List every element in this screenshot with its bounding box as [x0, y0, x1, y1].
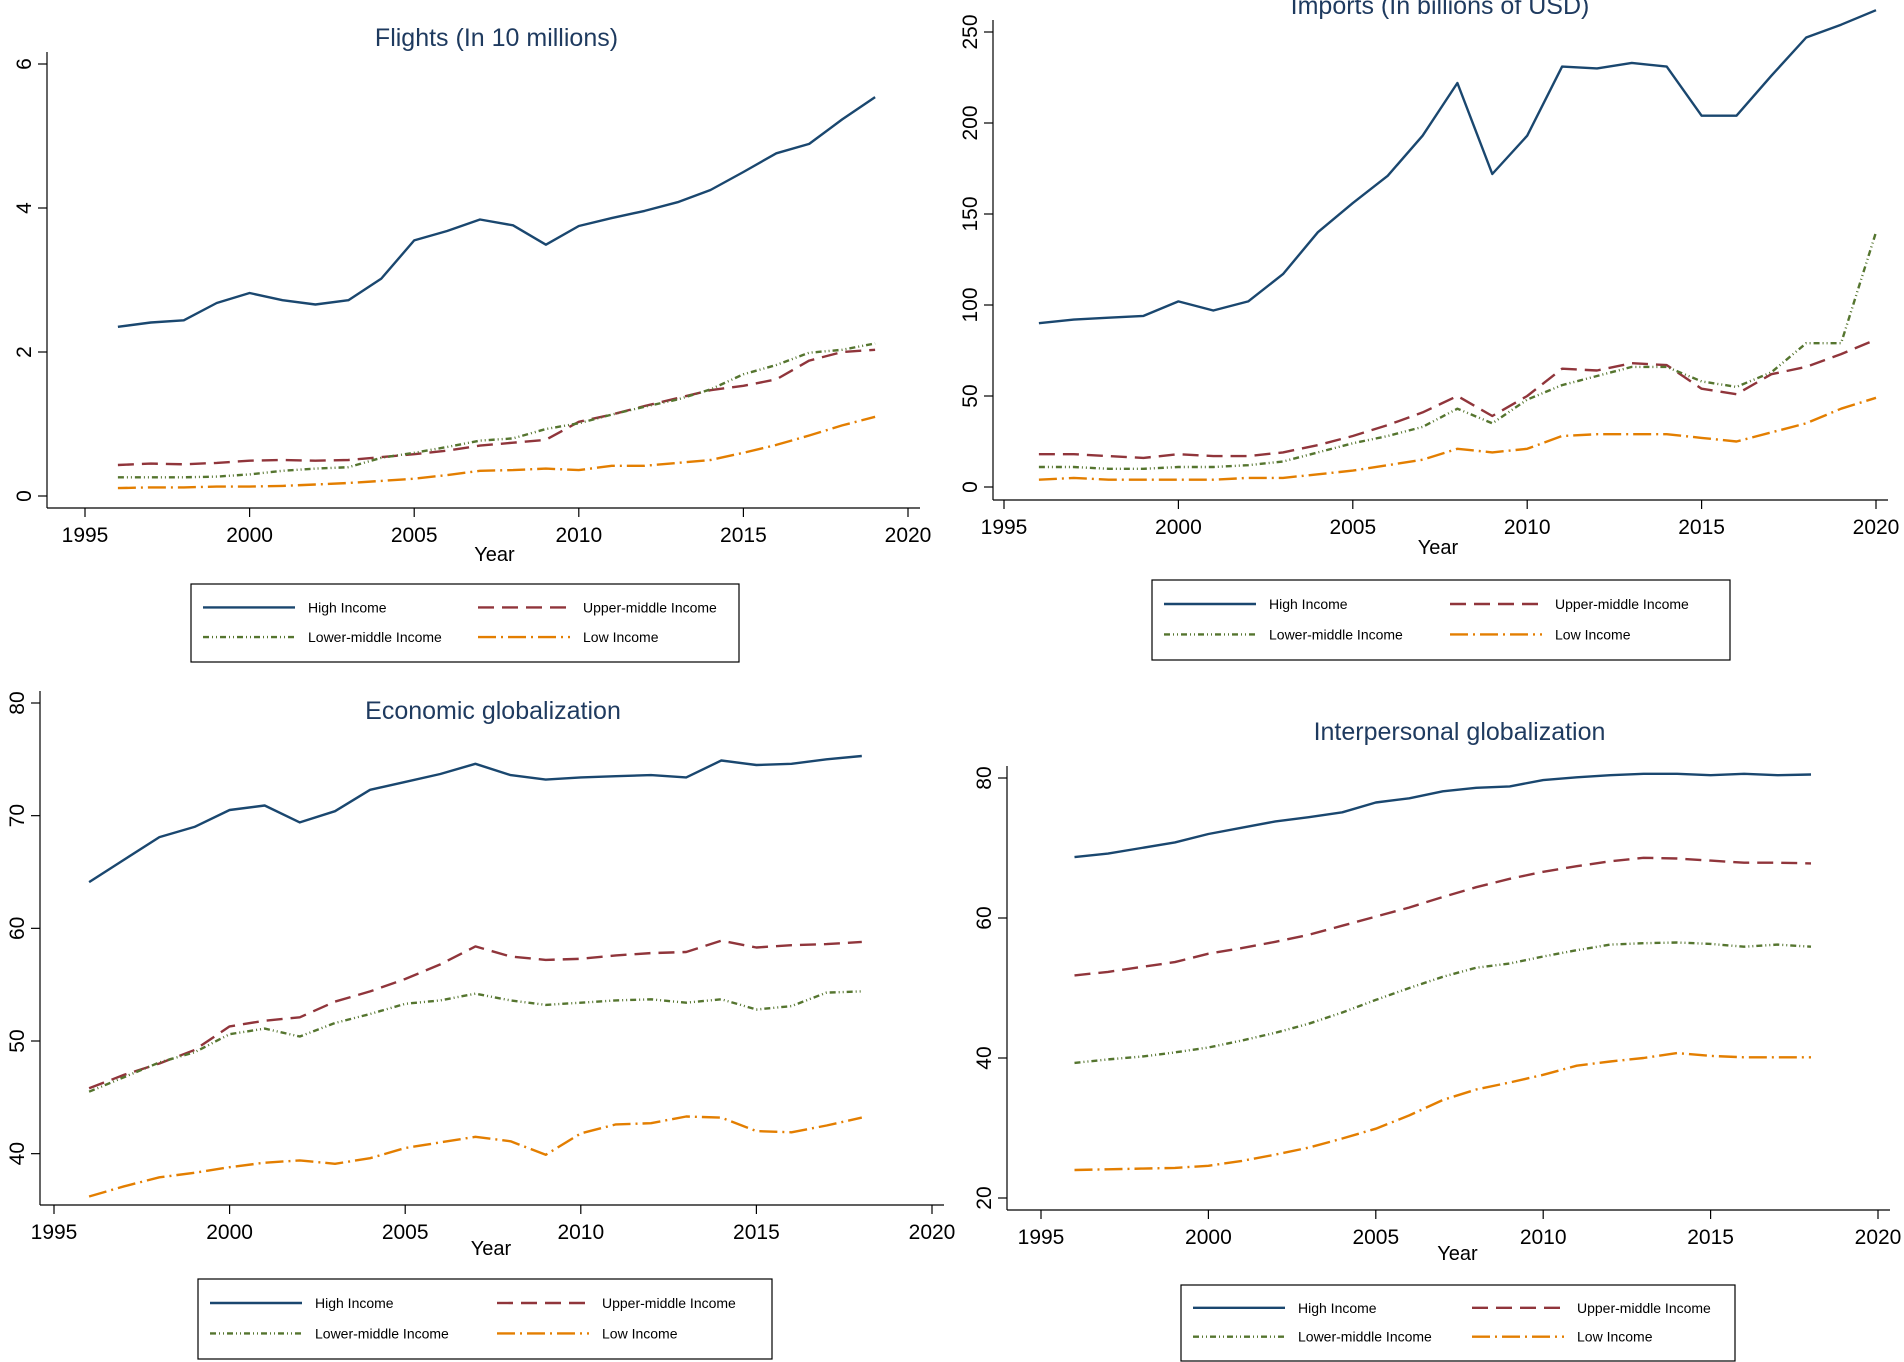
x-tick-label: 1995: [981, 516, 1028, 539]
x-tick-label: 2005: [1352, 1226, 1399, 1249]
y-tick-label: 50: [6, 1029, 29, 1052]
y-tick-label: 4: [13, 202, 36, 214]
series-line-lower-middle-income: [117, 342, 876, 479]
series-line-high-income: [1038, 9, 1877, 325]
y-tick-label: 6: [13, 58, 36, 70]
series-line-low-income: [88, 1115, 863, 1198]
legend-label-low-income: Low Income: [602, 1325, 678, 1341]
series-line-high-income: [88, 754, 862, 884]
legend-label-lower-middle-income: Lower-middle Income: [315, 1325, 449, 1341]
series-line-upper-middle-income: [88, 939, 862, 1090]
y-tick-label: 100: [959, 287, 982, 322]
x-tick-label: 2015: [720, 524, 767, 547]
x-axis-label: Year: [474, 544, 515, 566]
legend-box: [197, 1278, 773, 1360]
chart-title: Economic globalization: [365, 697, 621, 725]
y-tick-label: 60: [6, 917, 29, 940]
legend: High Income Upper-middle Income Lower-midd…: [190, 583, 740, 663]
legend-label-lower-middle-income: Lower-middle Income: [1269, 626, 1403, 642]
legend-label-lower-middle-income: Lower-middle Income: [308, 629, 442, 645]
y-tick-label: 20: [973, 1186, 996, 1209]
y-tick-label: 40: [6, 1142, 29, 1165]
x-tick-label: 2000: [226, 524, 273, 547]
y-tick-label: 60: [973, 906, 996, 929]
chart-panel-4: Interpersonal globalization 20 40 60 80 1995 2…: [973, 718, 1902, 1362]
legend: High Income Upper-middle Income Lower-midd…: [1180, 1284, 1736, 1362]
legend-label-high-income: High Income: [1298, 1300, 1377, 1316]
legend: High Income Upper-middle Income Lower-midd…: [197, 1278, 773, 1360]
x-axis-label: Year: [1437, 1243, 1478, 1265]
legend-box: [1180, 1284, 1736, 1362]
x-tick-label: 2020: [909, 1221, 956, 1244]
legend-label-lower-middle-income: Lower-middle Income: [1298, 1329, 1432, 1345]
x-tick-label: 2010: [557, 1221, 604, 1244]
chart-title: Flights (In 10 millions): [375, 24, 618, 52]
legend-label-high-income: High Income: [315, 1295, 394, 1311]
chart-panel-2: Imports (In billions of USD) 0 50 100 150 200…: [959, 0, 1900, 661]
x-axis-label: Year: [1418, 537, 1459, 559]
y-tick-label: 200: [959, 105, 982, 140]
chart-panel-1: Flights (In 10 millions) 0 2 4 6 1995 2000 2005…: [13, 24, 932, 663]
y-tick-label: 0: [13, 490, 36, 502]
x-tick-label: 2015: [733, 1221, 780, 1244]
series-line-upper-middle-income: [117, 348, 876, 467]
series-line-low-income: [1038, 396, 1877, 481]
series-line-low-income: [1074, 1051, 1811, 1172]
x-tick-label: 2015: [1678, 516, 1725, 539]
y-tick-label: 0: [959, 481, 982, 493]
series-line-high-income: [117, 96, 876, 328]
legend-box: [190, 583, 740, 663]
x-tick-label: 2000: [1185, 1226, 1232, 1249]
x-tick-label: 1995: [31, 1221, 78, 1244]
x-tick-label: 2000: [206, 1221, 253, 1244]
x-tick-label: 2010: [1520, 1226, 1567, 1249]
series-line-low-income: [117, 415, 876, 490]
x-tick-label: 1995: [1018, 1226, 1065, 1249]
legend-label-upper-middle-income: Upper-middle Income: [583, 599, 717, 615]
legend-label-upper-middle-income: Upper-middle Income: [1555, 596, 1689, 612]
x-tick-label: 2010: [1504, 516, 1551, 539]
series-line-high-income: [1074, 772, 1812, 859]
chart-title: Interpersonal globalization: [1314, 718, 1606, 746]
series-line-upper-middle-income: [1074, 856, 1812, 977]
y-tick-label: 80: [973, 766, 996, 789]
legend-label-high-income: High Income: [1269, 596, 1348, 612]
legend-label-low-income: Low Income: [583, 629, 659, 645]
chart-title: Imports (In billions of USD): [1291, 0, 1590, 20]
chart-panel-3: Economic globalization 40 50 60 70 80 1995 2000…: [6, 691, 956, 1360]
x-tick-label: 2005: [382, 1221, 429, 1244]
x-tick-label: 2000: [1155, 516, 1202, 539]
series-line-upper-middle-income: [1038, 338, 1877, 460]
y-tick-label: 40: [973, 1046, 996, 1069]
x-tick-label: 2010: [555, 524, 602, 547]
legend-label-upper-middle-income: Upper-middle Income: [1577, 1300, 1711, 1316]
y-tick-label: 150: [959, 196, 982, 231]
legend: High Income Upper-middle Income Lower-midd…: [1151, 579, 1731, 661]
legend-box: [1151, 579, 1731, 661]
legend-label-low-income: Low Income: [1555, 626, 1631, 642]
legend-label-upper-middle-income: Upper-middle Income: [602, 1295, 736, 1311]
y-tick-label: 70: [6, 804, 29, 827]
x-tick-label: 2020: [885, 524, 932, 547]
series-line-lower-middle-income: [1074, 941, 1812, 1065]
y-tick-label: 50: [959, 384, 982, 407]
x-tick-label: 2005: [391, 524, 438, 547]
y-tick-label: 80: [6, 691, 29, 714]
y-tick-label: 2: [13, 346, 36, 358]
x-axis-label: Year: [471, 1238, 512, 1260]
legend-label-high-income: High Income: [308, 599, 387, 615]
series-line-lower-middle-income: [88, 990, 862, 1093]
x-tick-label: 2015: [1687, 1226, 1734, 1249]
x-tick-label: 2020: [1855, 1226, 1902, 1249]
x-tick-label: 2005: [1329, 516, 1376, 539]
legend-label-low-income: Low Income: [1577, 1329, 1653, 1345]
x-tick-label: 1995: [62, 524, 109, 547]
x-tick-label: 2020: [1853, 516, 1900, 539]
y-tick-label: 250: [959, 14, 982, 49]
series-line-lower-middle-income: [1038, 231, 1878, 470]
